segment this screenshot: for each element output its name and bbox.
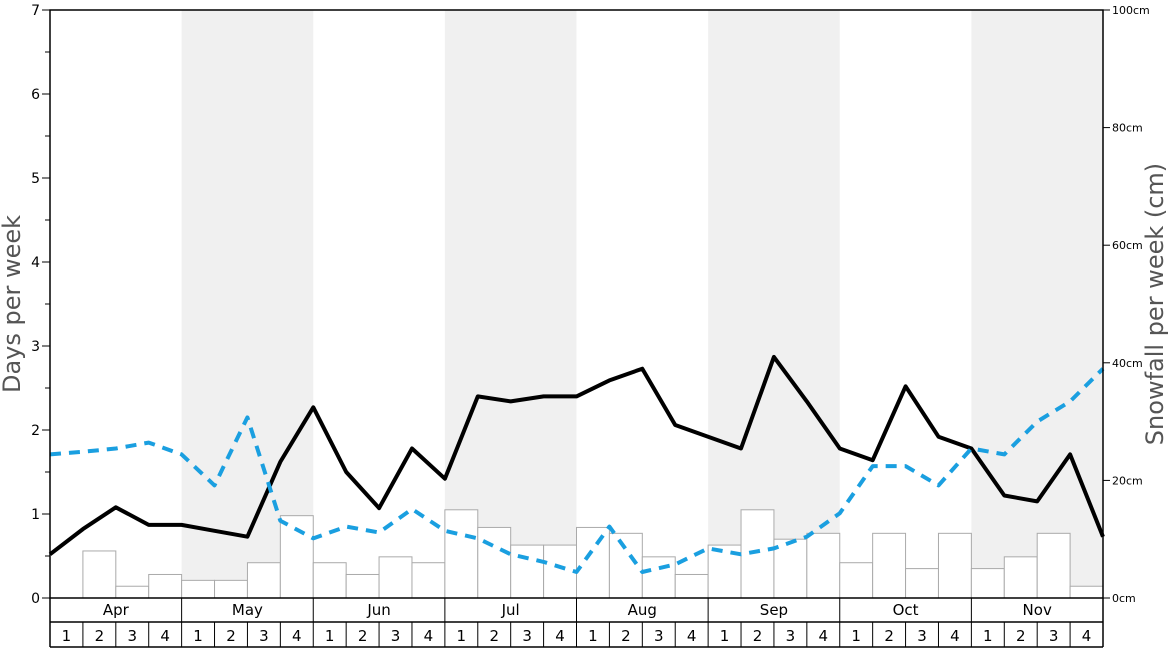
right-tick-label: 100cm <box>1112 4 1150 17</box>
month-label-apr: Apr <box>103 601 130 619</box>
week-label: 1 <box>720 627 730 645</box>
snowfall-bar <box>1003 556 1038 599</box>
snowfall-bar <box>82 550 117 599</box>
right-axis-title: Snowfall per week (cm) <box>1141 163 1168 445</box>
left-tick-label: 1 <box>31 507 40 523</box>
week-label: 3 <box>786 627 796 645</box>
week-label: 2 <box>489 627 499 645</box>
month-label-jul: Jul <box>501 601 520 619</box>
month-shading <box>181 10 1103 598</box>
blue-dashed-line <box>49 367 1105 574</box>
snowfall-bar <box>345 573 380 599</box>
month-label-jun: Jun <box>366 601 390 619</box>
snowfall-bar <box>674 573 709 599</box>
right-axis: 0cm 20cm 40cm 60cm 80cm 100cm <box>1103 4 1150 605</box>
week-label: 1 <box>193 627 203 645</box>
month-label-nov: Nov <box>1023 601 1052 619</box>
snowfall-bar <box>246 562 281 599</box>
month-label-may: May <box>232 601 263 619</box>
week-label: 1 <box>588 627 598 645</box>
snowfall-bar <box>806 532 841 599</box>
right-tick-label: 0cm <box>1112 592 1136 605</box>
left-tick-label: 7 <box>31 3 40 19</box>
week-label: 3 <box>127 627 137 645</box>
snowfall-bar <box>608 532 643 599</box>
snowfall-bar <box>641 556 676 599</box>
week-label: 3 <box>259 627 269 645</box>
week-label: 2 <box>621 627 631 645</box>
left-tick-label: 2 <box>31 423 40 439</box>
snowfall-bar <box>214 579 248 599</box>
month-label-oct: Oct <box>893 601 919 619</box>
week-label: 1 <box>851 627 861 645</box>
snowfall-bar <box>543 544 577 599</box>
right-tick-label: 60cm <box>1112 239 1143 252</box>
black-solid-line <box>48 354 1105 556</box>
snowfall-bar <box>576 526 610 599</box>
month-label-sep: Sep <box>760 601 788 619</box>
week-label: 2 <box>226 627 236 645</box>
left-axis-title: Days per week <box>0 215 26 393</box>
week-label: 4 <box>950 627 960 645</box>
snowfall-bar <box>740 509 775 599</box>
month-shade-sep <box>708 10 840 598</box>
week-label: 1 <box>62 627 72 645</box>
snowfall-bar <box>1036 532 1071 599</box>
snowfall-bar <box>937 532 972 599</box>
week-label: 3 <box>391 627 401 645</box>
left-tick-label: 0 <box>31 591 40 607</box>
snowfall-bar <box>510 544 545 599</box>
snowfall-bar <box>905 568 939 599</box>
week-label: 2 <box>1016 627 1026 645</box>
snowfall-bars <box>82 509 1104 599</box>
week-label: 2 <box>95 627 105 645</box>
week-label: 3 <box>917 627 927 645</box>
week-label: 2 <box>884 627 894 645</box>
week-label: 4 <box>292 627 302 645</box>
week-label: 1 <box>983 627 993 645</box>
week-label: 4 <box>424 627 434 645</box>
snowfall-bar <box>148 573 183 599</box>
snowfall-bar <box>411 562 446 599</box>
week-label: 3 <box>654 627 664 645</box>
week-label: 2 <box>358 627 368 645</box>
week-label: 1 <box>325 627 335 645</box>
snowfall-bar <box>477 526 512 599</box>
week-label: 2 <box>753 627 763 645</box>
snowfall-bar <box>872 532 907 599</box>
week-label: 4 <box>160 627 170 645</box>
snowfall-bar <box>312 562 347 599</box>
snowfall-bar <box>115 585 150 599</box>
month-shade-jul <box>444 10 577 598</box>
right-tick-label: 80cm <box>1112 122 1143 135</box>
left-tick-label: 4 <box>31 255 40 271</box>
right-tick-label: 20cm <box>1112 474 1143 487</box>
month-shade-nov <box>971 10 1103 598</box>
snowfall-bar <box>1069 585 1104 599</box>
week-label: 3 <box>522 627 532 645</box>
day-lines <box>48 354 1105 574</box>
week-label: 4 <box>555 627 565 645</box>
month-shade-may <box>181 10 314 598</box>
snowfall-bar <box>378 556 413 599</box>
left-tick-label: 3 <box>31 339 40 355</box>
bottom-axis: Apr 1 2 3 4 May 1 2 3 4 Jun 1 2 3 4 Jul 1 2 3 4 Aug 1 2 3 4 Sep 1 2… <box>49 598 1104 648</box>
snowfall-bar <box>181 579 216 599</box>
week-label: 4 <box>1082 627 1092 645</box>
left-tick-label: 5 <box>31 171 40 187</box>
week-label: 1 <box>457 627 467 645</box>
month-label-aug: Aug <box>628 601 657 619</box>
left-tick-label: 6 <box>31 87 40 103</box>
week-label: 3 <box>1049 627 1059 645</box>
snowfall-bar <box>839 562 874 599</box>
left-axis: 0 1 2 3 4 5 6 7 <box>31 3 50 607</box>
week-label: 4 <box>687 627 697 645</box>
week-label: 4 <box>819 627 829 645</box>
snowfall-bar <box>444 509 479 599</box>
snowfall-bar <box>970 568 1005 599</box>
right-tick-label: 40cm <box>1112 357 1143 370</box>
